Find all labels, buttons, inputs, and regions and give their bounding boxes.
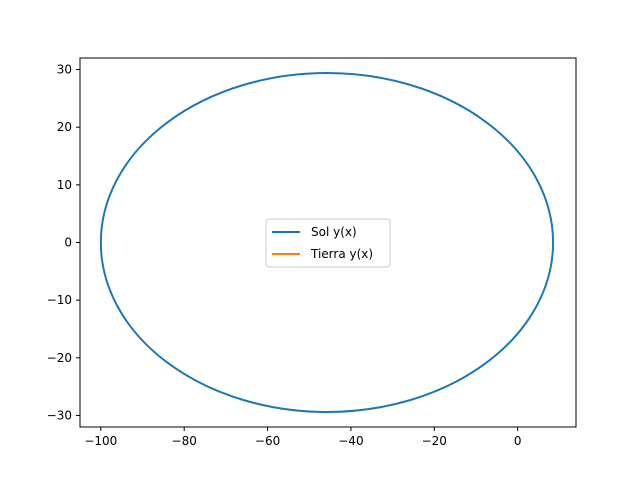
x-axis: −100 −80 −60 −40 −20 0 [84,427,521,448]
x-tick-label: 0 [514,434,522,448]
y-tick-label: 20 [57,120,72,134]
legend: Sol y(x) Tierra y(x) [265,218,391,268]
y-tick-label: 30 [57,63,72,77]
series-line-0 [99,71,555,414]
x-tick-label: −40 [338,434,363,448]
x-tick-label: −80 [172,434,197,448]
legend-label-0: Sol y(x) [311,225,357,239]
y-tick-label: −10 [47,293,72,307]
y-tick-label: 10 [57,178,72,192]
legend-label-1: Tierra y(x) [310,247,373,261]
y-axis: −30 −20 −10 0 10 20 30 [47,63,80,422]
x-tick-label: −20 [422,434,447,448]
y-tick-label: 0 [64,236,72,250]
x-tick-label: −60 [255,434,280,448]
y-tick-label: −20 [47,351,72,365]
x-tick-label: −100 [84,434,117,448]
y-tick-label: −30 [47,408,72,422]
